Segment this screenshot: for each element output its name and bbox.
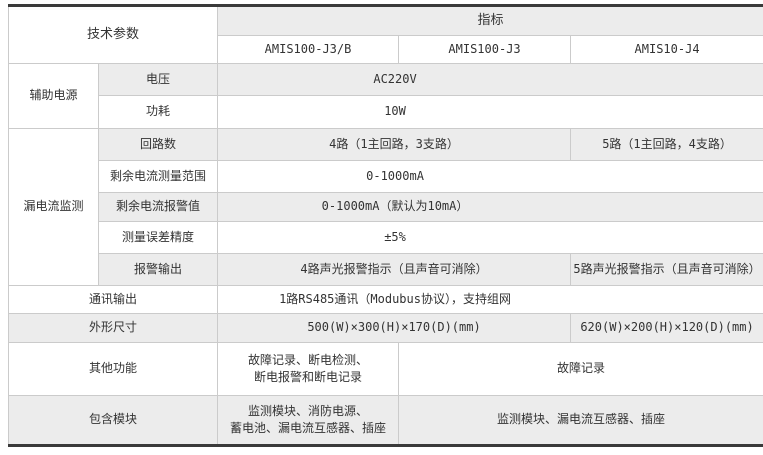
param-cell-comm: 通讯输出 xyxy=(9,286,218,314)
param-cell-voltage: 电压 xyxy=(99,64,218,96)
value-cell-power: 10W xyxy=(218,96,763,129)
header-row-indicator: 技术参数 指标 xyxy=(9,6,763,36)
row-range: 剩余电流测量范围 0-1000mA xyxy=(9,161,763,193)
value-cell-alarm-value: 0-1000mA（默认为10mA） xyxy=(218,193,763,222)
param-cell-alarm-output: 报警输出 xyxy=(99,254,218,286)
value-cell-other-functions-j3b: 故障记录、断电检测、 断电报警和断电记录 xyxy=(218,343,399,396)
value-cell-alarm-output-j4: 5路声光报警指示（且声音可消除） xyxy=(571,254,763,286)
model-cell-amis100-j3: AMIS100-J3 xyxy=(399,36,571,64)
row-loops: 漏电流监测 回路数 4路（1主回路，3支路） 5路（1主回路，4支路） xyxy=(9,129,763,161)
row-modules: 包含模块 监测模块、消防电源、 蓄电池、漏电流互感器、插座 监测模块、漏电流互感… xyxy=(9,396,763,446)
value-cell-modules-j3-j4: 监测模块、漏电流互感器、插座 xyxy=(399,396,763,446)
value-cell-alarm-output-j3b-j3: 4路声光报警指示（且声音可消除） xyxy=(218,254,571,286)
param-cell-modules: 包含模块 xyxy=(9,396,218,446)
value-cell-voltage: AC220V xyxy=(218,64,763,96)
param-cell-loops: 回路数 xyxy=(99,129,218,161)
row-power: 功耗 10W xyxy=(9,96,763,129)
model-cell-amis100-j3b: AMIS100-J3/B xyxy=(218,36,399,64)
row-other-functions: 其他功能 故障记录、断电检测、 断电报警和断电记录 故障记录 xyxy=(9,343,763,396)
value-cell-loops-j4: 5路（1主回路，4支路） xyxy=(571,129,763,161)
value-cell-accuracy: ±5% xyxy=(218,222,763,254)
group-cell-aux-power: 辅助电源 xyxy=(9,64,99,129)
value-cell-range: 0-1000mA xyxy=(218,161,763,193)
group-cell-leakage-monitor: 漏电流监测 xyxy=(9,129,99,286)
value-cell-modules-j3b: 监测模块、消防电源、 蓄电池、漏电流互感器、插座 xyxy=(218,396,399,446)
value-cell-dimensions-j4: 620(W)×200(H)×120(D)(mm) xyxy=(571,314,763,343)
param-cell-accuracy: 测量误差精度 xyxy=(99,222,218,254)
row-dimensions: 外形尺寸 500(W)×300(H)×170(D)(mm) 620(W)×200… xyxy=(9,314,763,343)
param-cell-range: 剩余电流测量范围 xyxy=(99,161,218,193)
row-alarm-value: 剩余电流报警值 0-1000mA（默认为10mA） xyxy=(9,193,763,222)
param-cell-alarm-value: 剩余电流报警值 xyxy=(99,193,218,222)
value-cell-other-functions-j3-j4: 故障记录 xyxy=(399,343,763,396)
model-cell-amis10-j4: AMIS10-J4 xyxy=(571,36,763,64)
row-accuracy: 测量误差精度 ±5% xyxy=(9,222,763,254)
value-cell-loops-j3b-j3: 4路（1主回路，3支路） xyxy=(218,129,571,161)
param-cell-dimensions: 外形尺寸 xyxy=(9,314,218,343)
row-voltage: 辅助电源 电压 AC220V xyxy=(9,64,763,96)
param-cell-other-functions: 其他功能 xyxy=(9,343,218,396)
corner-cell-tech-params: 技术参数 xyxy=(9,6,218,64)
spec-table: 技术参数 指标 AMIS100-J3/B AMIS100-J3 AMIS10-J… xyxy=(8,4,763,447)
row-alarm-output: 报警输出 4路声光报警指示（且声音可消除） 5路声光报警指示（且声音可消除） xyxy=(9,254,763,286)
value-cell-dimensions-j3b-j3: 500(W)×300(H)×170(D)(mm) xyxy=(218,314,571,343)
row-comm: 通讯输出 1路RS485通讯（Modubus协议），支持组网 xyxy=(9,286,763,314)
header-cell-indicator: 指标 xyxy=(218,6,763,36)
value-cell-comm: 1路RS485通讯（Modubus协议），支持组网 xyxy=(218,286,763,314)
param-cell-power: 功耗 xyxy=(99,96,218,129)
